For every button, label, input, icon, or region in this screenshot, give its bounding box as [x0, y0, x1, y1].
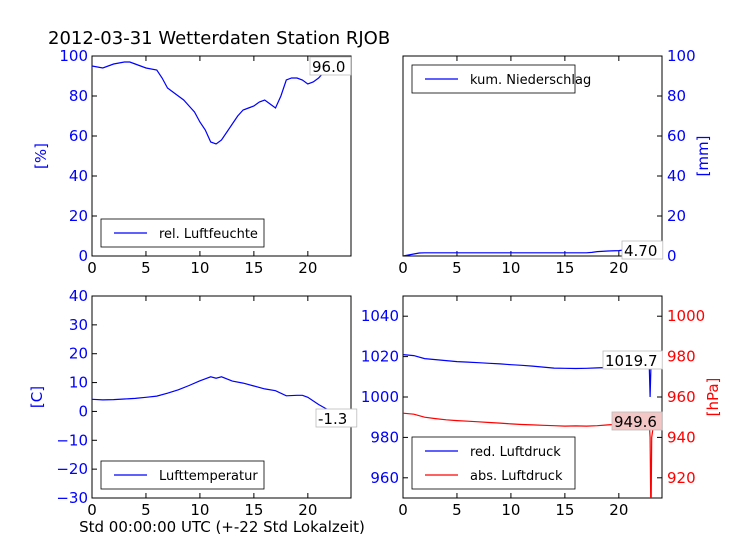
y-tick-label: 100: [667, 47, 696, 65]
y-tick-label: 80: [69, 87, 88, 105]
legend: red. Luftdruck abs. Luftdruck: [411, 436, 576, 490]
legend-label: rel. Luftfeuchte: [159, 227, 258, 242]
series-line-1: [403, 412, 662, 498]
y-tick-label: −20: [56, 460, 88, 478]
series-line-0: [92, 61, 351, 145]
x-tick-label: 5: [141, 259, 151, 277]
y-tick-label: 40: [667, 167, 686, 185]
legend: Lufttemperatur: [100, 460, 265, 490]
y-axis-label: [C]: [28, 386, 46, 408]
y-tick-label: 0: [78, 402, 88, 420]
y-tick-label: −10: [56, 431, 88, 449]
x-tick-label: 15: [555, 259, 574, 277]
y-tick-label: 100: [59, 47, 88, 65]
y-tick-label: 60: [667, 127, 686, 145]
y-tick-label: 940: [667, 428, 696, 446]
y-axis-label: [hPa]: [704, 378, 722, 417]
y-tick-label: 20: [69, 345, 88, 363]
x-tick-label: 0: [87, 259, 97, 277]
y-tick-label: 980: [370, 428, 399, 446]
y-tick-label: 0: [667, 247, 677, 265]
y-axis-label: [%]: [32, 143, 50, 169]
legend-label: kum. Niederschlag: [470, 73, 591, 88]
annotation-box: [602, 350, 663, 370]
x-tick-label: 5: [452, 501, 462, 519]
x-tick-label: 20: [298, 259, 317, 277]
x-tick-label: 5: [452, 259, 462, 277]
x-tick-label: 0: [398, 501, 408, 519]
axes-frame: [91, 295, 352, 499]
y-tick-label: 20: [667, 207, 686, 225]
y-tick-label: 40: [69, 167, 88, 185]
x-tick-label: 0: [398, 259, 408, 277]
panel-temperature: 0 5 10 15 20 −30 −20 −10 0 10 20 30 40 [C] -1.3 Lufttem…: [28, 287, 358, 519]
x-tick-label: 15: [244, 259, 263, 277]
y-tick-label: 0: [78, 247, 88, 265]
panel-precip: 0 5 10 15 20 0 20 40 60 80 100 [mm] 4.70 kum. Nieders…: [398, 47, 712, 277]
axes-frame: [402, 55, 663, 257]
y-tick-label: 80: [667, 87, 686, 105]
x-tick-label: 15: [555, 501, 574, 519]
legend: kum. Niederschlag: [411, 64, 591, 94]
x-axis-label: Std 00:00:00 UTC (+-22 Std Lokalzeit): [79, 518, 365, 536]
y-tick-label: 960: [370, 469, 399, 487]
x-tick-label: 20: [609, 259, 628, 277]
x-tick-label: 0: [87, 501, 97, 519]
panel-pressure: 0 5 10 15 20 960 980 1000 1020 1040 920 940 960 980 10…: [361, 295, 722, 519]
annotation-box: [621, 240, 664, 260]
annotation-label: 1019.7: [605, 352, 658, 370]
y-tick-label: 60: [69, 127, 88, 145]
panel-humidity: 0 5 10 15 20 0 20 40 60 80 100 [%] 96.0 rel. Luftfeuc…: [32, 47, 352, 277]
x-tick-label: 10: [501, 259, 520, 277]
x-tick-label: 10: [190, 259, 209, 277]
annotation-label: -1.3: [318, 410, 347, 428]
axes-frame: [91, 55, 352, 257]
annotation-label: 949.6: [614, 413, 657, 431]
y-tick-label: 960: [667, 388, 696, 406]
y-tick-label: 20: [69, 207, 88, 225]
y-tick-label: 1000: [667, 307, 705, 325]
y-tick-label: 30: [69, 316, 88, 334]
legend-label: abs. Luftdruck: [470, 469, 563, 484]
series-line-0: [92, 376, 351, 416]
annotation-box: [315, 408, 358, 428]
y-tick-label: 1020: [361, 348, 399, 366]
legend-frame: [411, 436, 576, 490]
annotation-box: [611, 411, 663, 431]
y-tick-label: −30: [56, 489, 88, 507]
y-tick-label: 40: [69, 287, 88, 305]
y-tick-label: 980: [667, 348, 696, 366]
y-tick-label: 10: [69, 374, 88, 392]
figure-title: 2012-03-31 Wetterdaten Station RJOB: [48, 28, 390, 49]
x-tick-label: 15: [244, 501, 263, 519]
legend-label: red. Luftdruck: [470, 445, 561, 460]
x-tick-label: 20: [298, 501, 317, 519]
y-tick-label: 1000: [361, 388, 399, 406]
x-tick-label: 10: [501, 501, 520, 519]
annotation-label: 96.0: [312, 58, 345, 76]
x-tick-label: 20: [609, 501, 628, 519]
y-tick-label: 920: [667, 469, 696, 487]
legend-label: Lufttemperatur: [159, 469, 258, 484]
annotation-box: [309, 56, 352, 76]
legend: rel. Luftfeuchte: [100, 218, 265, 248]
x-tick-label: 10: [190, 501, 209, 519]
y-tick-label: 1040: [361, 307, 399, 325]
x-tick-label: 5: [141, 501, 151, 519]
y-axis-label: [mm]: [694, 136, 712, 177]
annotation-label: 4.70: [624, 242, 657, 260]
